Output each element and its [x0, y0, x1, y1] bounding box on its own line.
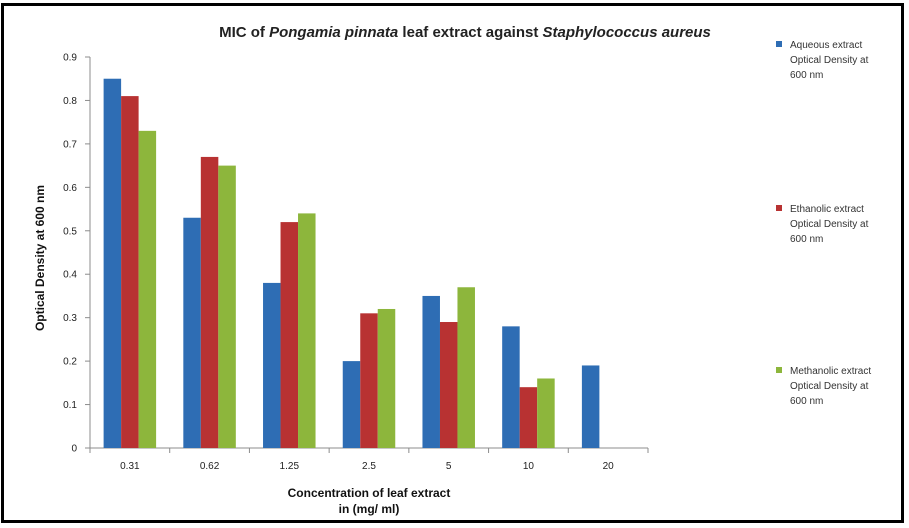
bar [183, 217, 201, 448]
chart-title-part: MIC of [219, 24, 269, 41]
bar [502, 326, 520, 448]
legend-swatch [776, 41, 782, 47]
legend-swatch [776, 367, 782, 373]
bar [422, 295, 440, 448]
legend-label: 600 nm [790, 234, 823, 245]
y-tick-label: 0.2 [63, 357, 77, 368]
bar [537, 378, 555, 448]
legend-label: Optical Density at [790, 219, 869, 230]
legend-label: Methanolic extract [790, 366, 871, 377]
y-tick-label: 0.8 [63, 96, 77, 107]
chart-title-part: Staphylococcus aureus [543, 24, 711, 41]
x-tick-label: 20 [603, 461, 615, 472]
y-tick-label: 0.4 [63, 270, 77, 281]
bar [200, 156, 219, 448]
legend-label: Optical Density at [790, 381, 869, 392]
y-tick-label: 0.1 [63, 400, 77, 411]
x-tick-label: 0.31 [120, 461, 140, 472]
bar [138, 130, 157, 448]
legend-label: Ethanolic extract [790, 204, 864, 215]
bar [377, 308, 396, 448]
bar [360, 313, 378, 448]
x-tick-label: 1.25 [280, 461, 300, 472]
bar [439, 322, 458, 448]
x-axis-label-line-2: in (mg/ ml) [339, 502, 400, 516]
legend-label: 600 nm [790, 396, 823, 407]
chart-title-part: leaf extract against [398, 24, 542, 41]
x-tick-label: 2.5 [362, 461, 376, 472]
y-tick-label: 0.5 [63, 226, 77, 237]
bars [103, 78, 600, 448]
bar [263, 282, 281, 448]
y-axis: 0 0.1 0.2 0.3 0.4 0.5 0.6 0.7 0.8 0.9 [63, 53, 91, 455]
bar [519, 387, 538, 448]
bar [581, 365, 600, 448]
x-tick-label: 0.62 [200, 461, 220, 472]
y-tick-label: 0.6 [63, 183, 77, 194]
bar [298, 213, 316, 448]
bar [342, 361, 361, 448]
legend-swatch [776, 205, 782, 211]
legend-label: 600 nm [790, 70, 823, 81]
y-tick-label: 0.9 [63, 53, 77, 64]
x-tick-label: 5 [446, 461, 452, 472]
legend-label: Aqueous extract [790, 40, 862, 51]
bar [121, 96, 139, 448]
bar [103, 78, 122, 448]
chart-title: MIC of Pongamia pinnata leaf extract aga… [219, 24, 711, 41]
y-axis-label: Optical Density at 600 nm [33, 185, 47, 331]
chart-title-part: Pongamia pinnata [269, 24, 398, 41]
legend-label: Optical Density at [790, 55, 869, 66]
legend: Aqueous extract Optical Density at 600 nm E… [776, 40, 871, 407]
x-axis: 0.31 0.62 1.25 2.5 5 10 20 [89, 447, 649, 472]
y-tick-label: 0.7 [63, 139, 77, 150]
y-tick-label: 0.3 [63, 313, 77, 324]
y-tick-label: 0 [71, 444, 77, 455]
x-tick-label: 10 [523, 461, 535, 472]
bar [280, 222, 299, 448]
bar [218, 165, 236, 448]
x-axis-label-line-1: Concentration of leaf extract [288, 486, 451, 500]
bar [457, 287, 475, 448]
